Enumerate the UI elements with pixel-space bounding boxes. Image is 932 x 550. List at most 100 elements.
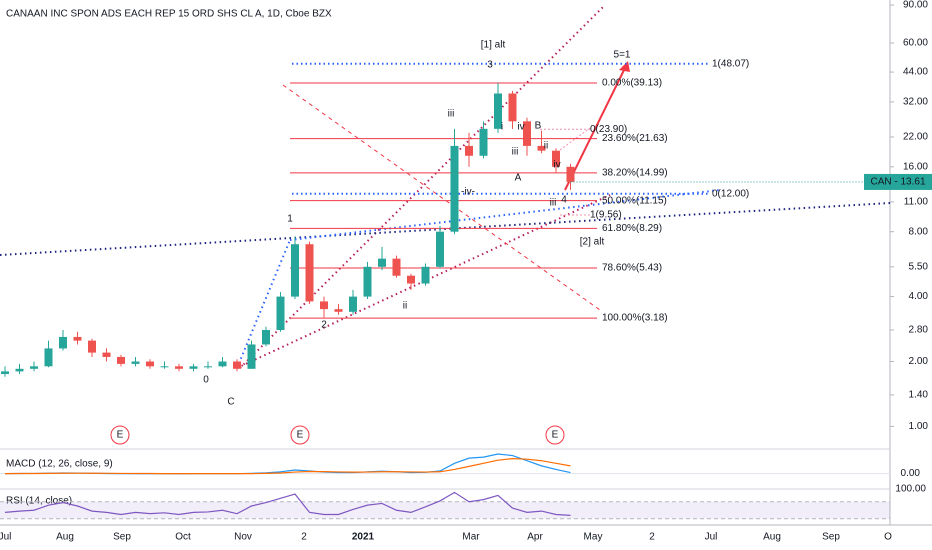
fib-label: 0.00%(39.13) bbox=[602, 78, 662, 89]
price-tag-box bbox=[864, 173, 932, 190]
rsi-tick-label: 100.00 bbox=[895, 484, 926, 495]
signal-line bbox=[4, 458, 571, 475]
candle-body bbox=[117, 356, 125, 364]
x-tick-label: Mar bbox=[462, 532, 480, 543]
candle-body bbox=[189, 366, 198, 369]
candle-body bbox=[262, 330, 270, 345]
wave-label: -iv- bbox=[461, 187, 475, 198]
wave-label: iv bbox=[517, 122, 524, 133]
candle-body bbox=[218, 361, 227, 367]
trend-line bbox=[289, 189, 721, 241]
candle-body bbox=[407, 275, 415, 284]
candle-body bbox=[566, 166, 575, 182]
candle-body bbox=[436, 231, 444, 267]
candle-body bbox=[146, 361, 154, 367]
arrow-head bbox=[619, 61, 630, 72]
candle-body bbox=[320, 301, 328, 310]
candle-body bbox=[378, 258, 386, 267]
minor-label: 0(23.90) bbox=[590, 124, 627, 135]
wave-line bbox=[236, 239, 291, 369]
wave-label: iii bbox=[512, 147, 519, 158]
y-tick-label: 22.00 bbox=[903, 132, 928, 143]
candle-body bbox=[479, 128, 488, 156]
candle-body bbox=[392, 258, 401, 276]
rsi-label: RSI (14, close) bbox=[6, 496, 72, 507]
candle-body bbox=[305, 244, 314, 302]
y-tick-label: 16.00 bbox=[903, 161, 928, 172]
candle-body bbox=[363, 266, 372, 297]
x-tick-label: 2 bbox=[301, 532, 307, 543]
projection-label: 0(12.00) bbox=[712, 188, 749, 199]
fib-label: 50.00%(11.15) bbox=[602, 195, 667, 206]
y-tick-label: 1.40 bbox=[909, 390, 929, 401]
candle-body bbox=[131, 361, 140, 364]
candle-body bbox=[44, 348, 53, 367]
candle-body bbox=[175, 366, 183, 369]
candle-body bbox=[247, 344, 256, 369]
y-tick-label: 1.00 bbox=[909, 421, 929, 432]
fib-label: 78.60%(5.43) bbox=[602, 263, 662, 274]
wave-label: [2] alt bbox=[580, 237, 605, 248]
fib-label: 100.00%(3.18) bbox=[602, 313, 668, 324]
x-tick-label: O bbox=[884, 532, 892, 543]
event-marker bbox=[110, 425, 130, 445]
x-tick-label: Nov bbox=[234, 532, 252, 543]
candle-body bbox=[421, 266, 430, 284]
event-label: E bbox=[117, 430, 124, 441]
x-tick-label: 2 bbox=[649, 532, 655, 543]
y-tick-label: 44.00 bbox=[903, 67, 928, 78]
candle-body bbox=[291, 244, 299, 297]
candle-body bbox=[552, 150, 560, 167]
wave-label: B bbox=[535, 121, 542, 132]
x-tick-label: 2021 bbox=[352, 532, 375, 543]
x-tick-label: Sep bbox=[822, 532, 840, 543]
fib-label: 23.60%(21.63) bbox=[602, 133, 668, 144]
fib-label: 38.20%(14.99) bbox=[602, 168, 668, 179]
candle-body bbox=[73, 336, 82, 341]
candle-body bbox=[537, 145, 546, 151]
channel-line bbox=[239, 4, 606, 369]
candle-body bbox=[523, 121, 531, 146]
y-tick-label: 2.80 bbox=[909, 325, 929, 336]
minor-label: 1(9.56) bbox=[590, 210, 622, 221]
chart-title: CANAAN INC SPON ADS EACH REP 15 ORD SHS … bbox=[6, 9, 332, 20]
wave-label: iii bbox=[550, 198, 557, 209]
wave-label: C bbox=[227, 397, 234, 408]
candle-body bbox=[233, 361, 241, 369]
candle-body bbox=[450, 145, 459, 232]
trend-line bbox=[0, 202, 891, 256]
candle-body bbox=[88, 340, 96, 353]
rsi-band bbox=[0, 501, 890, 519]
wave-label: i bbox=[501, 122, 503, 133]
y-tick-label: 11.00 bbox=[904, 197, 929, 208]
candle-body bbox=[160, 366, 169, 368]
x-tick-label: Jul bbox=[0, 532, 11, 543]
y-tick-label: 8.00 bbox=[909, 226, 929, 237]
y-tick-label: 90.00 bbox=[903, 0, 928, 11]
candle-body bbox=[102, 352, 111, 357]
wave-label: ii bbox=[544, 141, 548, 152]
y-tick-label: 2.00 bbox=[909, 356, 929, 367]
dashed-line bbox=[282, 84, 601, 311]
wave-label: [1] alt bbox=[481, 40, 506, 51]
x-tick-label: Apr bbox=[527, 532, 543, 543]
fib-label: 61.80%(8.29) bbox=[602, 223, 662, 234]
wave-label: 1 bbox=[287, 214, 293, 225]
event-marker bbox=[290, 425, 310, 445]
wave-label: 4 bbox=[561, 195, 567, 206]
candle-body bbox=[494, 93, 502, 129]
x-tick-label: Aug bbox=[763, 532, 781, 543]
candle-body bbox=[276, 296, 285, 331]
wave-label: A bbox=[515, 173, 522, 184]
y-tick-label: 4.00 bbox=[909, 291, 929, 302]
candle-body bbox=[204, 366, 212, 368]
x-tick-label: Sep bbox=[113, 532, 131, 543]
candle-body bbox=[334, 309, 343, 312]
event-label: E bbox=[297, 430, 304, 441]
wave-label: 3 bbox=[487, 60, 493, 71]
candle-body bbox=[349, 296, 357, 312]
candle-body bbox=[1, 371, 9, 375]
x-tick-label: Aug bbox=[56, 532, 74, 543]
